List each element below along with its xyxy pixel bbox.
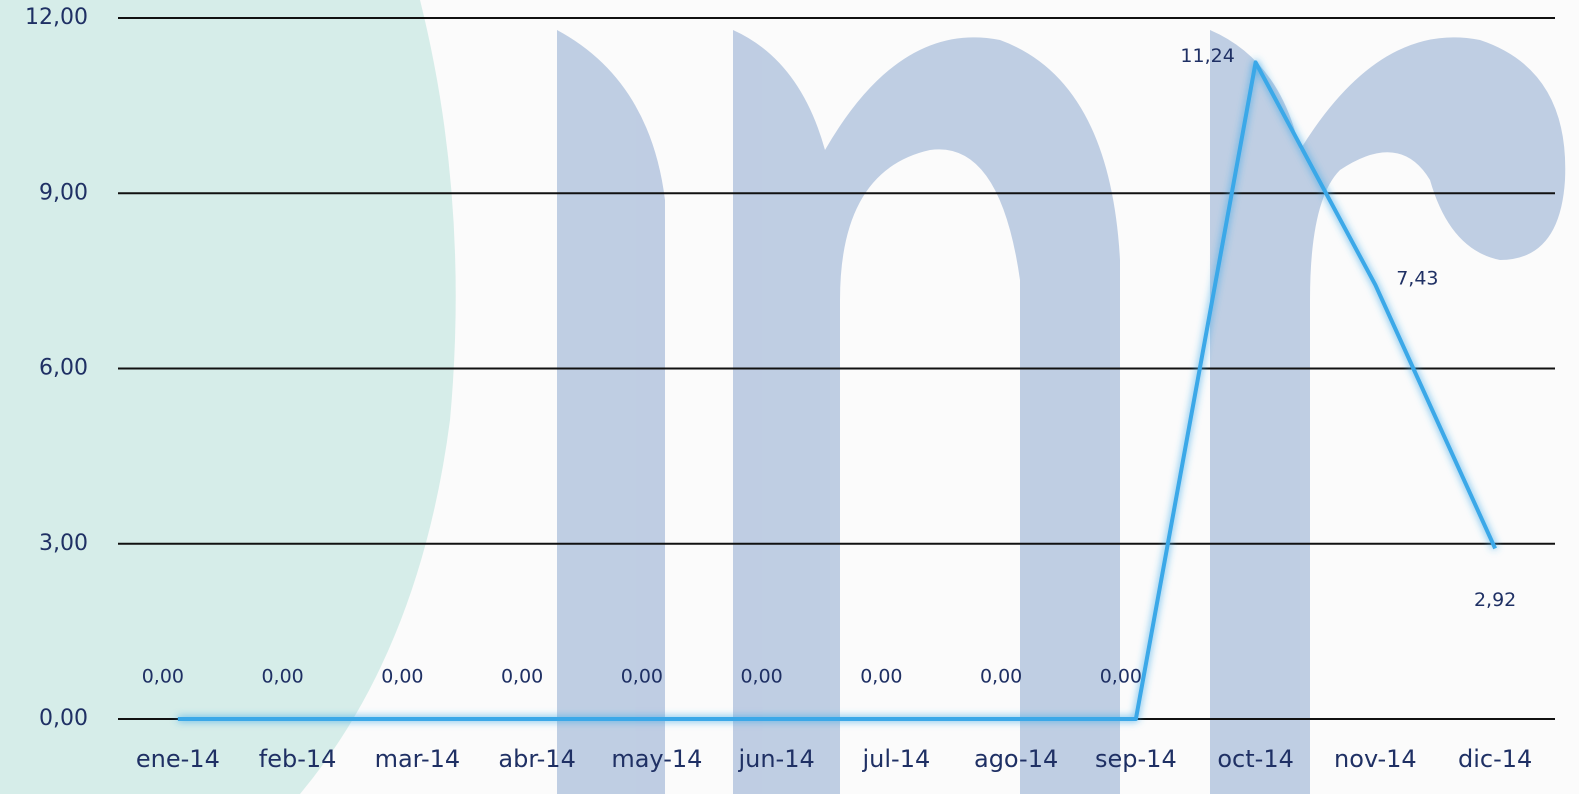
- data-label: 0,00: [740, 666, 782, 688]
- x-tick-label: mar-14: [375, 745, 461, 773]
- data-label: 0,00: [980, 666, 1022, 688]
- y-tick-label: 0,00: [39, 706, 88, 731]
- data-label: 0,00: [501, 666, 543, 688]
- x-tick-label: jul-14: [862, 745, 931, 773]
- x-tick-label: feb-14: [259, 745, 337, 773]
- data-label: 0,00: [142, 666, 184, 688]
- y-tick-label: 9,00: [39, 180, 88, 205]
- data-label: 0,00: [621, 666, 663, 688]
- x-tick-label: sep-14: [1095, 745, 1177, 773]
- data-label: 2,92: [1474, 589, 1516, 611]
- x-tick-label: ene-14: [136, 745, 220, 773]
- y-tick-label: 3,00: [39, 531, 88, 556]
- plot-area: 0,00 3,00 6,00 9,00 12,00 ene-14 feb-14 mar-14 a…: [25, 5, 1555, 773]
- x-tick-label: jun-14: [737, 745, 814, 773]
- x-tick-label: abr-14: [498, 745, 575, 773]
- x-tick-label: ago-14: [974, 745, 1058, 773]
- data-label: 0,00: [1100, 666, 1142, 688]
- x-tick-label: oct-14: [1217, 745, 1294, 773]
- line-series: [177, 60, 1497, 721]
- data-label: 0,00: [381, 666, 423, 688]
- data-label: 0,00: [261, 666, 303, 688]
- data-label: 11,24: [1180, 45, 1234, 67]
- y-tick-label: 12,00: [25, 5, 88, 30]
- x-tick-label: may-14: [611, 745, 702, 773]
- x-tick-label: nov-14: [1334, 745, 1417, 773]
- data-label: 0,00: [860, 666, 902, 688]
- x-tick-label: dic-14: [1458, 745, 1532, 773]
- data-label: 7,43: [1396, 267, 1438, 289]
- y-tick-label: 6,00: [39, 356, 88, 381]
